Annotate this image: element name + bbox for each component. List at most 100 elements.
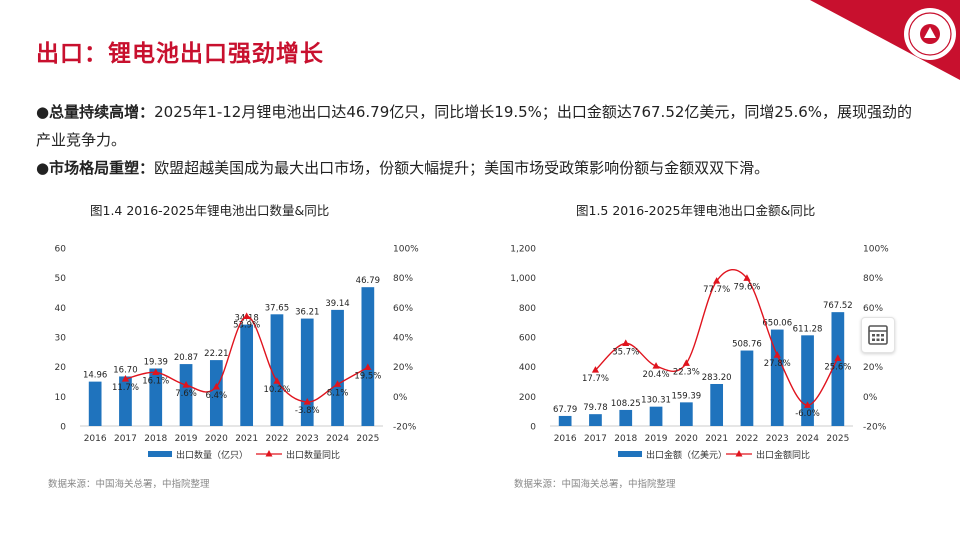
- legend-line-label: 出口金额同比: [756, 449, 810, 461]
- yoy-value-label: 6.4%: [206, 391, 228, 401]
- yoy-value-label: 11.7%: [112, 383, 139, 393]
- x-tick-label: 2025: [826, 434, 849, 444]
- bar: [558, 415, 572, 426]
- x-tick-label: 2019: [645, 434, 668, 444]
- y-left-tick-label: 0: [530, 423, 536, 433]
- bar: [679, 402, 693, 426]
- corner-decoration: [810, 0, 960, 80]
- x-tick-label: 2022: [735, 434, 758, 444]
- bar-value-label: 508.76: [732, 340, 762, 350]
- bar-value-label: 19.39: [144, 357, 168, 367]
- bar: [801, 335, 814, 426]
- yoy-marker: [803, 401, 812, 408]
- yoy-value-label: 7.6%: [175, 389, 197, 399]
- bar-value-label: 79.78: [583, 403, 607, 413]
- yoy-marker: [212, 382, 220, 390]
- yoy-value-label: 35.7%: [612, 347, 639, 357]
- yoy-marker: [273, 377, 281, 384]
- quantity-chart: 0 10 20 30 40 50 60 -20% 0% 20% 40% 60% 80% 100% 14.96…: [55, 245, 420, 462]
- legend-line-marker: [735, 450, 743, 457]
- bar-value-label: 39.14: [325, 299, 349, 309]
- bar: [88, 381, 102, 426]
- y-left-tick-label: 50: [55, 274, 67, 284]
- x-tick-label: 2024: [326, 434, 349, 444]
- x-tick-label: 2018: [144, 434, 167, 444]
- page-title: 出口：锂电池出口强劲增长: [36, 41, 324, 67]
- yoy-value-label: 17.7%: [582, 374, 609, 384]
- yoy-marker: [622, 339, 630, 346]
- yoy-marker: [713, 277, 721, 284]
- y-left-tick-label: 1,000: [510, 274, 536, 284]
- bar-value-label: 767.52: [823, 301, 853, 311]
- y-left-tick-label: 400: [519, 363, 536, 373]
- yoy-value-label: 20.4%: [643, 370, 670, 380]
- value-chart: 02004006008001,0001,200-20%0%20%40%60%80…: [510, 245, 889, 462]
- legend-bar-label: 出口金额（亿美元）: [646, 449, 727, 461]
- y-right-tick-label: 100%: [863, 245, 889, 255]
- bullet-label: 市场格局重塑：: [49, 159, 155, 177]
- yoy-marker: [834, 354, 842, 361]
- yoy-marker: [121, 374, 130, 382]
- yoy-marker: [333, 380, 342, 387]
- yoy-value-label: -6.0%: [795, 409, 820, 419]
- x-tick-label: 2020: [205, 434, 228, 444]
- y-right-tick-label: 80%: [393, 274, 413, 284]
- yoy-marker: [591, 366, 600, 373]
- bar: [619, 409, 633, 426]
- bar-value-label: 36.21: [295, 308, 319, 318]
- y-right-tick-label: 0%: [863, 393, 878, 403]
- y-right-tick-label: -20%: [863, 423, 887, 433]
- x-tick-label: 2021: [705, 434, 728, 444]
- x-tick-label: 2023: [296, 434, 319, 444]
- yoy-value-label: 79.6%: [733, 282, 760, 292]
- x-tick-label: 2017: [584, 434, 607, 444]
- yoy-marker: [152, 368, 160, 376]
- bullet-item-total: ●总量持续高增：2025年1-12月锂电池出口达46.79亿只，同比增长19.5…: [36, 103, 913, 149]
- yoy-marker: [652, 362, 660, 369]
- bar-value-label: 22.21: [204, 349, 228, 359]
- yoy-marker: [182, 381, 190, 388]
- chart-title-quantity: 图1.4 2016-2025年锂电池出口数量&同比: [90, 203, 330, 218]
- y-left-tick-label: 600: [519, 334, 536, 344]
- yoy-value-label: 53.9%: [233, 320, 260, 330]
- x-tick-label: 2020: [675, 434, 698, 444]
- bar: [240, 324, 254, 426]
- bar-value-label: 20.87: [174, 353, 198, 363]
- bar: [361, 287, 375, 426]
- bar: [740, 350, 754, 426]
- bar-value-label: 14.96: [83, 371, 107, 381]
- x-tick-label: 2019: [175, 434, 198, 444]
- bar-value-label: 46.79: [356, 276, 380, 286]
- x-tick-label: 2017: [114, 434, 137, 444]
- y-right-tick-label: 60%: [863, 304, 883, 314]
- bar-value-label: 108.25: [611, 399, 641, 409]
- bar: [331, 309, 344, 426]
- bar-value-label: 611.28: [793, 324, 823, 334]
- x-tick-label: 2025: [356, 434, 379, 444]
- yoy-value-label: 77.7%: [703, 285, 730, 295]
- y-left-tick-label: 40: [55, 304, 67, 314]
- bar: [589, 414, 602, 426]
- x-tick-label: 2024: [796, 434, 819, 444]
- legend-bar-swatch: [148, 451, 172, 457]
- y-left-tick-label: 60: [55, 245, 67, 255]
- bar: [209, 360, 223, 426]
- legend-bar-label: 出口数量（亿只）: [176, 449, 248, 461]
- y-right-tick-label: -20%: [393, 423, 417, 433]
- yoy-value-label: 8.1%: [327, 388, 349, 398]
- y-left-tick-label: 800: [519, 304, 536, 314]
- x-tick-label: 2021: [235, 434, 258, 444]
- bar: [179, 364, 193, 426]
- yoy-value-label: 27.8%: [764, 359, 791, 369]
- x-tick-label: 2023: [766, 434, 789, 444]
- y-left-tick-label: 30: [55, 334, 67, 344]
- bullet-label: 总量持续高增：: [49, 103, 155, 121]
- bullet-item-market: ●市场格局重塑：欧盟超越美国成为最大出口市场，份额大幅提升；美国市场受政策影响份…: [36, 159, 770, 177]
- bullet-list: ●总量持续高增：2025年1-12月锂电池出口达46.79亿只，同比增长19.5…: [36, 98, 916, 182]
- calculator-button[interactable]: [861, 317, 895, 353]
- y-right-tick-label: 0%: [393, 393, 408, 403]
- yoy-value-label: 19.5%: [354, 371, 381, 381]
- y-right-tick-label: 20%: [863, 363, 883, 373]
- bar-value-label: 37.65: [265, 303, 289, 313]
- legend-line-marker: [265, 450, 273, 457]
